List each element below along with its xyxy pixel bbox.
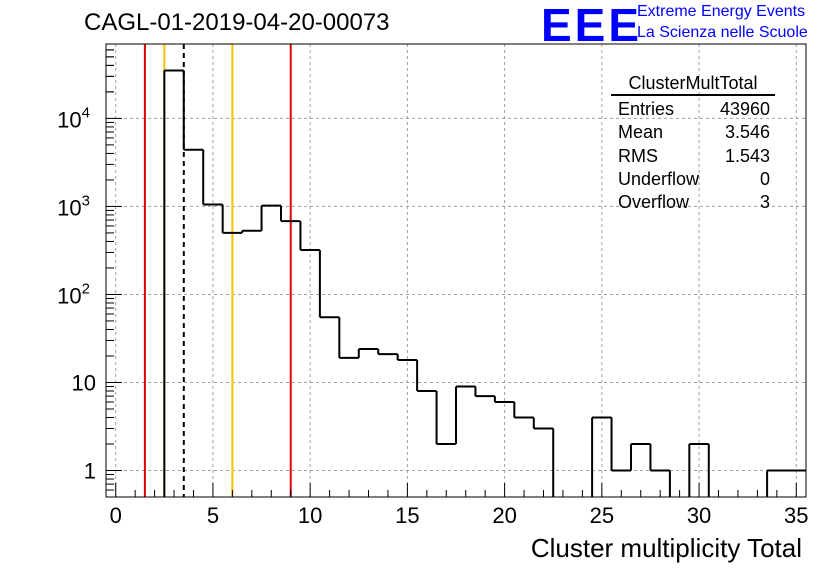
stats-value: 1.543 — [724, 145, 770, 166]
stats-row-overflow: Overflow 3 — [611, 191, 775, 214]
histogram-bin — [435, 391, 456, 446]
histogram-bin — [532, 417, 554, 430]
histogram-bin — [649, 444, 670, 472]
histogram-bin — [591, 416, 612, 497]
histogram-bin — [299, 221, 320, 251]
axes-box — [105, 43, 807, 498]
x-tick-label: 30 — [687, 503, 711, 528]
histogram-bin — [163, 69, 184, 497]
logo-text-line2: La Scienza nelle Scuole — [637, 24, 808, 41]
histogram-bin — [280, 205, 301, 223]
histogram-bin — [357, 348, 379, 358]
histogram-bin — [610, 417, 631, 472]
stats-label: Entries — [618, 99, 675, 119]
x-tick-label: 15 — [395, 503, 419, 528]
histogram-bin — [396, 354, 418, 362]
histogram-bin — [318, 249, 340, 319]
histogram-bin — [202, 149, 223, 206]
histogram-bars — [163, 69, 806, 497]
y-tick-label: 103 — [57, 192, 90, 220]
stats-row-rms: RMS 1.543 — [611, 145, 775, 168]
histogram-bin — [455, 385, 476, 445]
x-tick-label: 35 — [784, 503, 808, 528]
eee-logo: EEE — [541, 0, 643, 51]
x-tick-label: 10 — [298, 503, 322, 528]
stats-title: ClusterMultTotal — [628, 73, 758, 93]
histogram-bin — [338, 317, 359, 359]
stats-row-mean: Mean 3.546 — [611, 121, 775, 144]
histogram-bin — [221, 204, 243, 234]
stats-label: RMS — [618, 145, 658, 166]
histogram-bin — [766, 469, 787, 497]
histogram-bin — [513, 402, 534, 419]
y-tick-label: 102 — [57, 280, 90, 308]
histogram-bin — [474, 386, 495, 398]
y-tick-label: 1 — [84, 459, 96, 484]
y-axis-ticks: 1 10 102 103 104 — [57, 43, 122, 491]
stats-value: 43960 — [719, 99, 770, 119]
logo-text-line1: Extreme Energy Events — [637, 3, 806, 20]
histogram-bin — [182, 70, 204, 151]
plot-title: CAGL-01-2019-04-20-00073 — [84, 9, 390, 36]
y-tick-label: 10 — [72, 370, 96, 395]
stats-row-entries: Entries 43960 — [611, 98, 775, 121]
stats-row-underflow: Underflow 0 — [611, 168, 775, 191]
x-tick-label: 25 — [590, 503, 614, 528]
x-tick-label: 5 — [207, 503, 219, 528]
stats-value: 3 — [759, 192, 770, 213]
histogram-bin — [377, 349, 398, 356]
x-tick-label: 0 — [110, 503, 122, 528]
stats-label: Overflow — [618, 192, 690, 213]
stats-value: 0 — [759, 168, 770, 189]
stats-divider — [611, 94, 775, 96]
histogram-bin — [493, 396, 515, 404]
histogram-bin — [630, 443, 651, 471]
x-tick-label: 20 — [492, 503, 516, 528]
stats-label: Underflow — [618, 168, 700, 189]
x-axis-ticks: 0 5 10 15 20 25 30 35 — [110, 483, 809, 528]
stats-label: Mean — [618, 122, 664, 143]
x-axis-label: Cluster multiplicity Total — [530, 533, 802, 563]
plot-frame — [105, 43, 807, 498]
histogram-bin — [260, 204, 281, 231]
marker-lines — [143, 44, 292, 497]
histogram-bin — [688, 443, 709, 497]
stats-value: 3.546 — [724, 122, 770, 143]
histogram-bin — [416, 360, 437, 393]
stats-box: ClusterMultTotal Entries 43960 Mean 3.54… — [611, 72, 775, 214]
y-tick-label: 104 — [57, 104, 90, 132]
histogram-bin — [241, 229, 262, 233]
